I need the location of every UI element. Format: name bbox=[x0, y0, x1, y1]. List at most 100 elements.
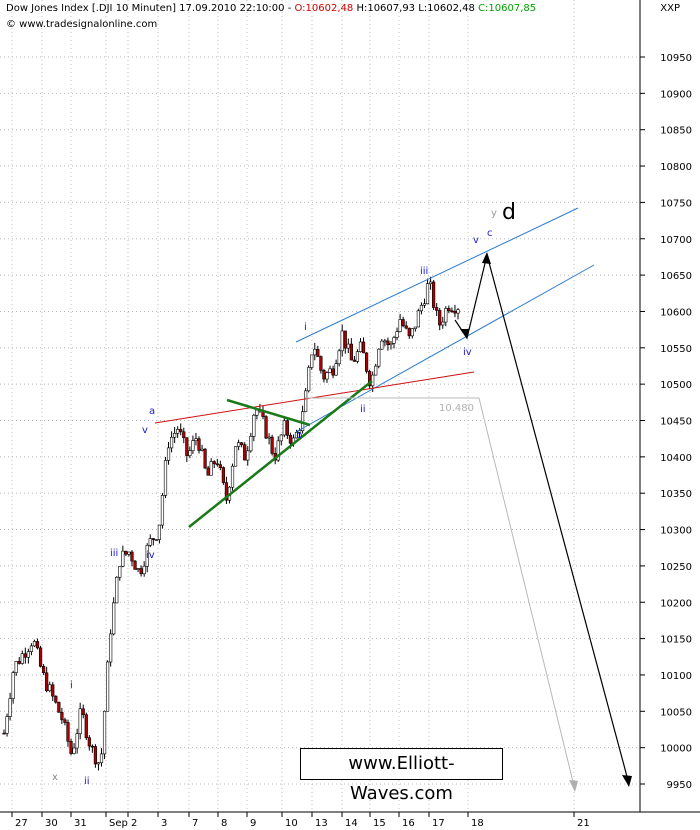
candle-body bbox=[270, 436, 274, 454]
candle-body bbox=[197, 438, 201, 451]
candle-body bbox=[319, 356, 323, 371]
candle-body bbox=[288, 434, 293, 444]
candle-body bbox=[453, 310, 457, 314]
candle-body bbox=[313, 349, 317, 356]
x-tick-label: 30 bbox=[45, 818, 58, 829]
candle-body bbox=[355, 351, 360, 362]
candle-body bbox=[118, 565, 122, 578]
x-tick-label: Sep bbox=[109, 818, 128, 829]
candle-body bbox=[343, 330, 347, 349]
candle-body bbox=[276, 440, 280, 461]
y-tick-label: 10550 bbox=[660, 344, 692, 355]
x-tick-label: 15 bbox=[373, 818, 386, 829]
wave-label-y: y bbox=[491, 208, 497, 219]
candle-body bbox=[383, 340, 387, 343]
candle-body bbox=[447, 308, 451, 312]
candle-body bbox=[209, 461, 213, 476]
wave-label-a: a bbox=[149, 406, 155, 417]
wave-label-b: b bbox=[296, 430, 302, 441]
y-tick-label: 10100 bbox=[660, 671, 692, 682]
candle-body bbox=[121, 550, 125, 567]
header-prefix: Dow Jones Index [.DJI 10 Minuten] 17.09.… bbox=[6, 3, 295, 14]
candle-body bbox=[438, 310, 442, 326]
candle-body bbox=[130, 551, 134, 562]
candle-body bbox=[20, 653, 24, 664]
candle-body bbox=[66, 722, 70, 742]
level-label: 10.480 bbox=[439, 403, 474, 414]
y-tick-label: 10300 bbox=[660, 526, 692, 537]
candle-body bbox=[148, 538, 152, 546]
y-tick-label: 10350 bbox=[660, 489, 692, 500]
candle-body bbox=[188, 450, 192, 456]
candle-body bbox=[325, 372, 329, 380]
candle-body bbox=[416, 310, 420, 328]
candle-body bbox=[233, 446, 238, 467]
candle-body bbox=[48, 684, 52, 692]
x-tick-label: 17 bbox=[432, 818, 445, 829]
candle-body bbox=[84, 714, 88, 738]
candle-body bbox=[328, 368, 332, 373]
candle-body bbox=[206, 467, 210, 476]
channel-upper-line bbox=[295, 207, 579, 343]
candle-body bbox=[115, 576, 119, 604]
x-tick-label: 27 bbox=[15, 818, 28, 829]
candle-body bbox=[398, 319, 402, 332]
candle-body bbox=[63, 719, 67, 723]
wave-label-i: i bbox=[70, 680, 73, 691]
y-tick-label: 10850 bbox=[660, 126, 692, 137]
x-tick-label: 21 bbox=[577, 818, 590, 829]
candle-body bbox=[151, 538, 155, 541]
candle-body bbox=[352, 359, 357, 362]
y-tick-label: 10450 bbox=[660, 417, 692, 428]
candles bbox=[2, 276, 460, 771]
candle-body bbox=[322, 370, 326, 380]
candle-body bbox=[99, 753, 104, 764]
wave-label-iv: iv bbox=[146, 550, 155, 561]
header-high-low: H:10607,93 L:10602,48 bbox=[353, 3, 479, 14]
candle-body bbox=[349, 343, 353, 361]
candle-body bbox=[428, 281, 433, 284]
candle-body bbox=[264, 416, 268, 439]
candle-body bbox=[267, 436, 271, 439]
candle-body bbox=[166, 447, 171, 461]
candle-body bbox=[392, 337, 396, 344]
candle-body bbox=[105, 661, 110, 712]
candle-body bbox=[54, 695, 58, 703]
arrow-head-iv bbox=[460, 329, 469, 339]
candle-body bbox=[203, 448, 207, 469]
candle-body bbox=[419, 304, 424, 312]
candle-body bbox=[243, 444, 247, 461]
y-tick-label: 10200 bbox=[660, 598, 692, 609]
candle-body bbox=[432, 281, 436, 308]
candle-body bbox=[230, 465, 235, 488]
candle-body bbox=[87, 737, 91, 747]
y-tick-label: 10500 bbox=[660, 380, 692, 391]
candle-body bbox=[456, 309, 460, 314]
x-tick-label: 2 bbox=[131, 818, 137, 829]
candle-body bbox=[297, 430, 302, 433]
wave-label-d: d bbox=[502, 200, 516, 225]
wave-label-v: v bbox=[473, 235, 479, 246]
y-tick-label: 10150 bbox=[660, 635, 692, 646]
candle-body bbox=[14, 661, 18, 673]
candle-body bbox=[425, 283, 430, 305]
candle-body bbox=[435, 307, 439, 311]
green-resistance-line bbox=[226, 398, 311, 427]
gray-arrow-head bbox=[569, 780, 578, 792]
candle-body bbox=[334, 363, 338, 376]
candle-body bbox=[51, 684, 55, 697]
x-tick-label: 18 bbox=[471, 818, 484, 829]
candle-body bbox=[160, 495, 165, 526]
wave-label-iii: iii bbox=[110, 548, 118, 559]
candle-body bbox=[224, 482, 229, 501]
source-label: © www.tradesignalonline.com bbox=[6, 19, 158, 30]
candle-body bbox=[410, 328, 414, 337]
candle-body bbox=[32, 641, 37, 647]
green-support-line bbox=[188, 380, 373, 528]
candle-body bbox=[127, 551, 131, 555]
candle-body bbox=[90, 745, 94, 748]
wave-label-ii: ii bbox=[360, 404, 366, 415]
candle-body bbox=[374, 365, 378, 376]
y-tick-label: 10050 bbox=[660, 707, 692, 718]
